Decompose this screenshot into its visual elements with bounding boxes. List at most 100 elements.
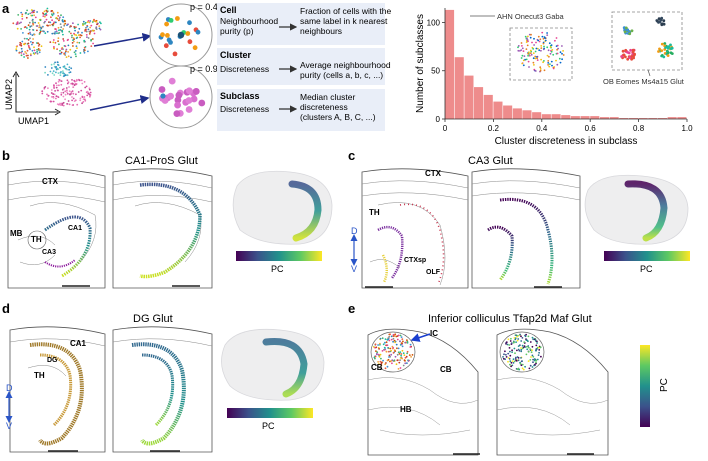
definition-subclass: Subclass Discreteness Median cluster dis… [217,89,385,131]
scatter-point [56,95,59,98]
scatter-point [60,92,63,94]
scatter-point [561,52,563,55]
scatter-point [72,39,74,41]
scatter-point [77,32,79,34]
scatter-point [404,362,407,365]
scatter-point [536,358,539,361]
scatter-point [50,67,53,69]
histogram-bar [628,118,638,119]
scatter-point [527,350,530,353]
scatter-point [548,55,550,58]
scatter-point [533,359,536,362]
scatter-point [44,13,46,16]
scatter-point [76,41,79,44]
scatter-point [521,337,524,339]
scatter-point [47,87,49,90]
scatter-point [399,359,401,361]
scatter-point [510,337,512,340]
scatter-point [192,88,200,95]
scatter-point [83,81,86,83]
scatter-point [77,34,80,36]
scatter-point [17,14,20,16]
scatter-point [70,56,72,59]
scatter-point [502,356,504,358]
scatter-point [73,51,76,54]
histogram-bar [464,75,474,119]
scatter-point [64,90,67,93]
scatter-point [66,89,68,92]
scatter-point [631,50,635,54]
scatter-point [87,37,90,39]
scatter-point [89,31,92,34]
scatter-point [64,93,67,96]
scatter-point [529,341,532,343]
scatter-point [556,52,559,55]
scatter-point [21,13,24,16]
scatter-point [61,19,64,22]
scatter-point [396,353,399,356]
scatter-point [63,24,66,27]
scatter-point [541,35,544,38]
scatter-point [390,360,392,362]
scatter-point [25,52,28,55]
scatter-point [540,47,543,49]
c-colorbar [604,251,690,261]
scatter-point [20,47,23,50]
scatter-point [71,34,73,37]
histogram-bar [570,116,580,119]
scatter-point [31,14,34,17]
scatter-point [68,68,70,71]
scatter-point [509,350,511,353]
scatter-point [37,22,40,24]
scatter-point [503,353,505,356]
scatter-point [55,82,57,85]
scatter-point [660,42,664,46]
scatter-point [31,49,34,52]
scatter-point [27,32,30,35]
scatter-point [71,99,73,102]
panel-a: a UMAP2 UMAP1 p = 0.48 p = 0.96 Cell Nei… [2,1,693,147]
scatter-point [18,52,21,54]
scatter-point [50,96,53,98]
scatter-point [562,50,564,52]
scatter-point [49,21,52,24]
scatter-point [160,32,165,38]
c-colorbar-label: PC [640,264,653,274]
scatter-point [630,29,634,33]
panel-d-title: DG Glut [133,313,173,325]
scatter-point [622,53,626,57]
scatter-point [42,13,45,15]
scatter-point [400,343,403,346]
scatter-point [521,367,524,370]
scatter-point [390,338,393,341]
scatter-point [398,353,401,355]
scatter-point [21,50,23,53]
scatter-point [519,362,522,365]
scatter-point [511,349,513,352]
scatter-point [58,19,60,22]
scatter-point [404,360,406,362]
e-colorbar [640,345,650,427]
scatter-point [548,42,551,45]
scatter-point [60,93,63,96]
scatter-point [37,42,39,45]
scatter-point [57,37,60,40]
scatter-point [62,70,64,72]
e-ic-pc-cells [502,333,542,371]
scatter-point [98,27,101,30]
scatter-point [529,364,532,367]
scatter-point [404,341,407,344]
scatter-point [536,346,539,349]
scatter-point [55,16,58,19]
scatter-point [55,95,58,98]
y-tick-label: 50 [431,67,440,76]
scatter-point [20,44,23,47]
scatter-point [27,57,29,59]
scatter-point [530,351,533,354]
scatter-point [88,21,91,24]
scatter-point [56,61,59,64]
scatter-point [525,345,528,348]
scatter-point [77,23,79,26]
scatter-point [62,33,64,36]
scatter-point [73,84,76,87]
